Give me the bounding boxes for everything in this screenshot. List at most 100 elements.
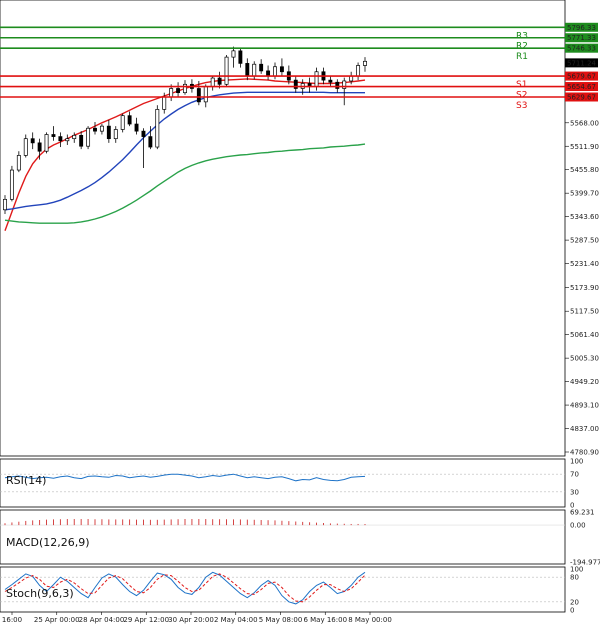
level-name-r3: R3: [516, 31, 528, 41]
macd-panel: [0, 509, 566, 565]
rsi-y-tick-label: 70: [570, 471, 579, 479]
candle-body: [148, 136, 153, 148]
candle-body: [79, 134, 84, 147]
x-tick-label: 16:00: [2, 616, 22, 624]
candle-body: [273, 66, 277, 77]
rsi-panel: [0, 458, 566, 508]
level-tag-label: 5679.67: [567, 73, 596, 81]
price-y-tick-label: 5061.40: [570, 331, 599, 339]
level-tag-bg: [565, 92, 598, 102]
level-tag-bg: [565, 82, 598, 92]
price-y-tick-label: 5511.90: [570, 143, 599, 151]
level-tag-label: 5654.67: [567, 83, 596, 91]
x-tick-label: 25 Apr 00:00: [34, 616, 80, 624]
level-tag-bg: [565, 22, 598, 32]
stoch-y-tick-label: 80: [570, 574, 579, 582]
candle-body: [245, 63, 250, 77]
candle-body: [224, 56, 229, 85]
current-price-tag-bg: [565, 58, 598, 68]
candle-body: [30, 138, 35, 144]
candle-body: [183, 83, 187, 94]
candle-body: [238, 50, 243, 64]
price-y-tick-label: 5568.00: [570, 119, 599, 127]
candle-body: [106, 125, 111, 140]
level-tag-label: 5629.67: [567, 93, 596, 101]
level-tag-label: 5771.33: [567, 34, 596, 42]
candle-body: [231, 50, 236, 58]
price-y-tick-label: 4949.20: [570, 378, 599, 386]
x-tick-label: 6 May 16:00: [303, 616, 347, 624]
candle-body: [99, 125, 104, 132]
macd-title: MACD(12,26,9): [6, 536, 90, 549]
candle-body: [293, 79, 298, 89]
rsi-y-tick-label: 100: [570, 458, 583, 466]
level-name-r1: R1: [516, 52, 528, 62]
candle-body: [65, 138, 70, 142]
stoch-panel: [0, 566, 566, 613]
stoch-y-tick-label: 0: [570, 607, 574, 615]
candle-body: [23, 138, 28, 156]
x-tick-label: 5 May 08:00: [259, 616, 303, 624]
candle-body: [141, 130, 146, 137]
price-y-tick-label: 4893.10: [570, 402, 599, 410]
stoch-title: Stoch(9,6,3): [6, 587, 74, 600]
x-tick-label: 8 May 00:00: [348, 616, 392, 624]
candle-body: [113, 129, 118, 140]
candle-body: [266, 70, 271, 77]
candle-body: [342, 80, 347, 89]
candle-body: [210, 77, 215, 87]
candle-body: [120, 115, 125, 130]
candle-body: [203, 86, 208, 103]
price-y-tick-label: 5399.70: [570, 190, 599, 198]
macd-y-tick-label: 69.231: [570, 509, 595, 517]
level-tag-bg: [565, 43, 598, 53]
rsi-line: [4, 473, 366, 482]
candle-body: [86, 127, 91, 147]
price-y-tick-label: 5455.80: [570, 166, 599, 174]
x-tick-label: 30 Apr 20:00: [168, 616, 214, 624]
stoch-y-tick-label: 20: [570, 598, 579, 606]
level-tag-label: 5746.33: [567, 45, 596, 53]
price-y-tick-label: 5287.50: [570, 237, 599, 245]
level-name-s1: S1: [516, 80, 527, 90]
candle-body: [314, 71, 319, 87]
rsi-y-tick-label: 30: [570, 488, 579, 496]
level-name-r2: R2: [516, 42, 528, 52]
candle-body: [162, 96, 167, 110]
rsi-title: RSI(14): [6, 474, 46, 487]
level-tag-bg: [565, 71, 598, 81]
macd-y-tick-label: -194.977: [570, 559, 600, 567]
candle-body: [328, 79, 333, 83]
candle-body: [356, 65, 361, 77]
candle-body: [58, 136, 63, 142]
x-tick-label: 29 Apr 12:00: [123, 616, 169, 624]
candle-body: [335, 81, 340, 89]
level-tag-bg: [565, 33, 598, 43]
current-price-label: 5711.24: [567, 59, 596, 67]
ma-line: [4, 91, 365, 211]
stoch-d-line: [4, 573, 366, 603]
candle-body: [259, 63, 264, 72]
candle-body: [44, 134, 49, 152]
candle-body: [155, 109, 160, 148]
price-y-tick-label: 4780.90: [570, 449, 599, 457]
candle-body: [16, 155, 21, 171]
candle-body: [252, 63, 257, 77]
x-tick-label: 2 May 04:00: [214, 616, 258, 624]
candle-body: [72, 134, 77, 140]
price-y-tick-label: 5173.90: [570, 284, 599, 292]
ma-line: [4, 143, 366, 224]
macd-y-tick-label: 0.00: [570, 522, 586, 530]
candle-body: [279, 66, 284, 73]
price-y-tick-label: 4837.00: [570, 425, 599, 433]
price-y-tick-label: 5117.50: [570, 308, 599, 316]
candle-body: [9, 169, 14, 200]
price-y-tick-label: 5343.60: [570, 213, 599, 221]
level-name-s2: S2: [516, 91, 527, 101]
candle-body: [127, 115, 132, 125]
price-y-tick-label: 5005.30: [570, 355, 599, 363]
stoch-y-tick-label: 100: [570, 566, 583, 574]
candle-body: [134, 123, 139, 132]
